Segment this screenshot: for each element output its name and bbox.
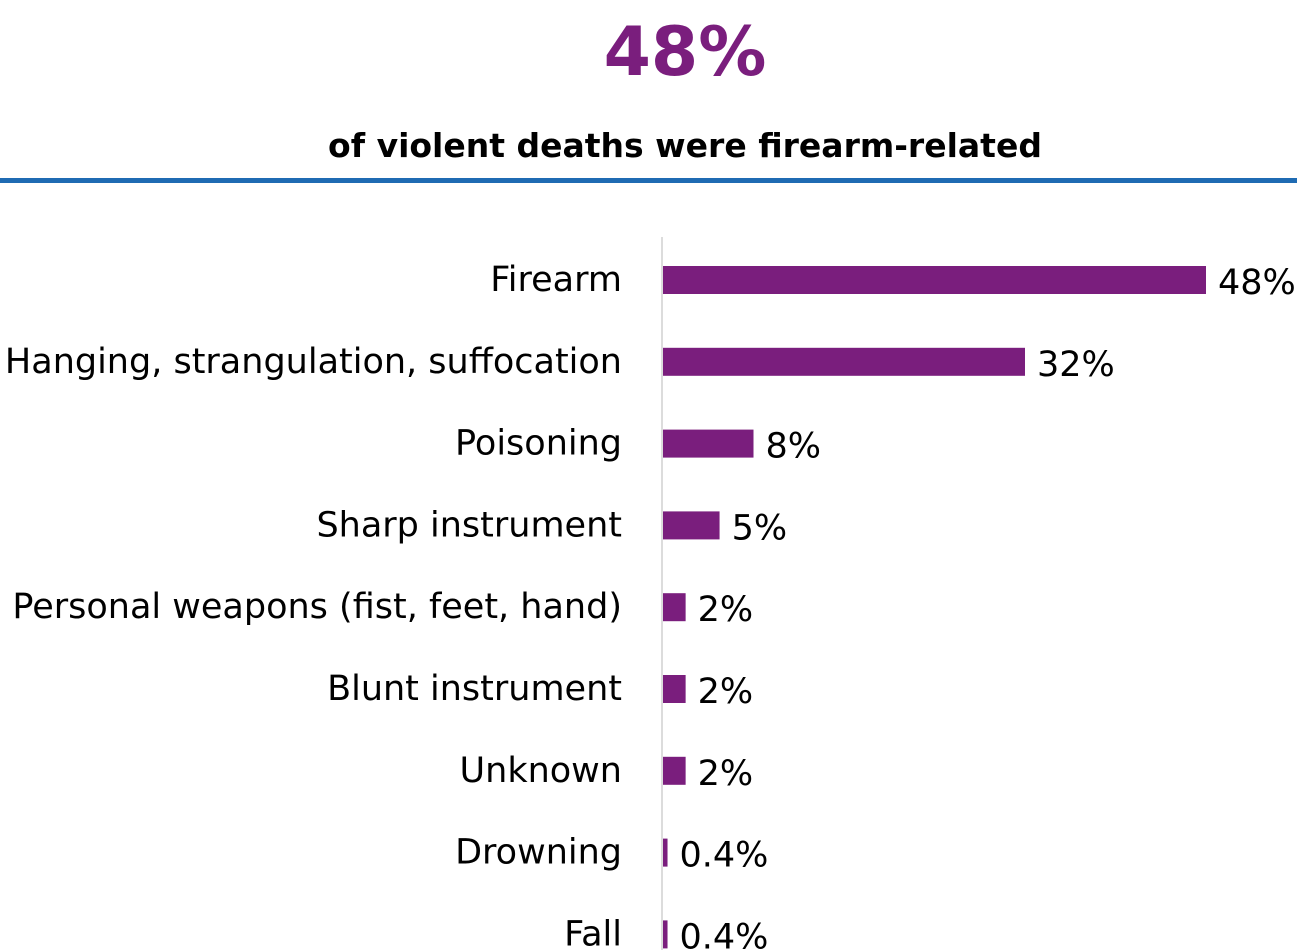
value-label: 2% <box>698 754 754 794</box>
value-label: 0.4% <box>680 917 769 950</box>
value-label: 5% <box>732 508 788 548</box>
category-label: Fall <box>564 914 622 950</box>
category-label: Sharp instrument <box>316 505 622 545</box>
divider-rule <box>0 178 1297 183</box>
bar <box>663 266 1206 294</box>
value-label: 8% <box>766 427 822 467</box>
value-label: 48% <box>1218 263 1296 303</box>
category-label: Blunt instrument <box>327 669 622 709</box>
category-label: Unknown <box>460 751 622 791</box>
value-label: 32% <box>1037 345 1115 385</box>
headline-subtitle: of violent deaths were firearm-related <box>328 126 1042 165</box>
value-label: 2% <box>698 672 754 712</box>
bar <box>663 838 668 867</box>
category-label: Firearm <box>490 260 622 300</box>
bar <box>663 593 686 622</box>
bar <box>663 756 686 785</box>
bar <box>663 920 668 949</box>
category-label: Personal weapons (fist, feet, hand) <box>12 587 622 627</box>
value-label: 0.4% <box>680 836 769 876</box>
category-label: Poisoning <box>455 424 622 464</box>
bar <box>663 347 1025 376</box>
bar <box>663 511 720 540</box>
bar <box>663 675 686 703</box>
chart-value-labels: 48% 32% 8% 5% 2% 2% 2% 0.4% 0.4% <box>680 263 1296 950</box>
headline-stat: 48% <box>603 13 767 92</box>
category-label: Drowning <box>455 833 622 873</box>
bar <box>663 429 754 458</box>
chart-category-labels: Firearm Hanging, strangulation, suffocati… <box>5 260 622 950</box>
value-label: 2% <box>698 590 754 630</box>
chart-bars-group <box>663 266 1206 949</box>
category-label: Hanging, strangulation, suffocation <box>5 342 622 382</box>
